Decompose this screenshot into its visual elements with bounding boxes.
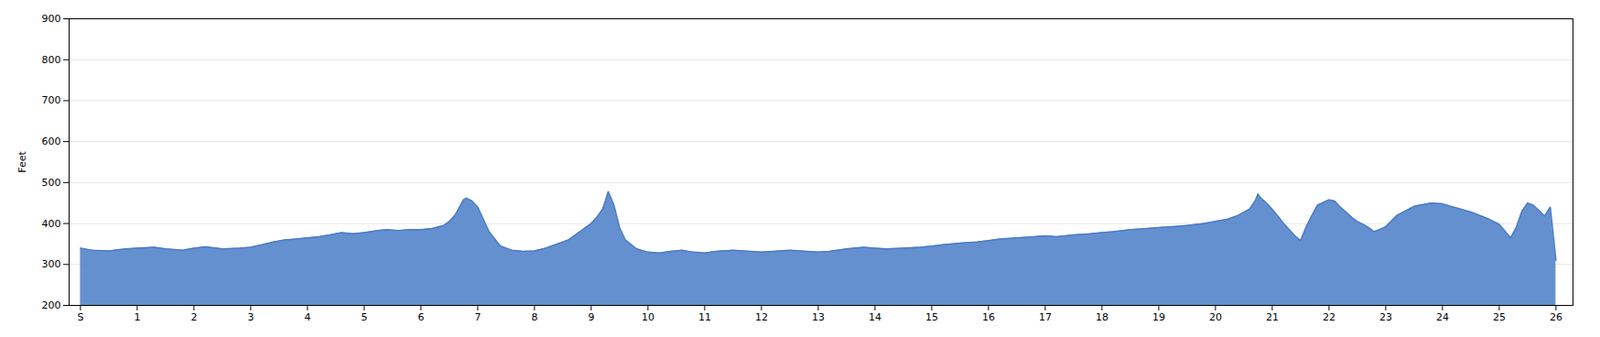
svg-text:7: 7 [474, 311, 481, 324]
svg-text:14: 14 [868, 311, 882, 324]
svg-text:20: 20 [1209, 311, 1222, 324]
svg-text:300: 300 [42, 258, 62, 271]
svg-text:23: 23 [1379, 311, 1393, 324]
svg-text:21: 21 [1265, 311, 1279, 324]
svg-text:24: 24 [1436, 311, 1449, 324]
svg-text:18: 18 [1095, 311, 1109, 324]
svg-text:26: 26 [1549, 311, 1563, 324]
svg-text:10: 10 [641, 311, 655, 324]
svg-text:2: 2 [190, 311, 197, 324]
svg-text:17: 17 [1038, 311, 1052, 324]
svg-text:Feet: Feet [16, 151, 29, 173]
svg-text:S: S [76, 311, 84, 324]
svg-text:6: 6 [417, 311, 424, 324]
svg-text:11: 11 [698, 311, 712, 324]
svg-text:19: 19 [1152, 311, 1166, 324]
svg-text:4: 4 [303, 311, 311, 324]
svg-text:3: 3 [247, 311, 254, 324]
svg-text:8: 8 [530, 311, 538, 324]
svg-text:13: 13 [811, 311, 825, 324]
svg-text:900: 900 [42, 12, 62, 25]
svg-text:700: 700 [42, 94, 62, 107]
svg-text:25: 25 [1492, 311, 1506, 324]
svg-text:16: 16 [982, 311, 995, 324]
svg-text:1: 1 [133, 311, 141, 324]
svg-text:400: 400 [42, 217, 62, 230]
svg-text:600: 600 [42, 135, 62, 148]
svg-text:22: 22 [1322, 311, 1336, 324]
svg-text:15: 15 [925, 311, 939, 324]
svg-text:500: 500 [42, 176, 62, 189]
svg-text:800: 800 [42, 54, 62, 66]
svg-text:5: 5 [360, 311, 368, 324]
svg-text:12: 12 [755, 311, 768, 324]
svg-text:9: 9 [587, 311, 595, 324]
svg-text:200: 200 [42, 299, 62, 312]
